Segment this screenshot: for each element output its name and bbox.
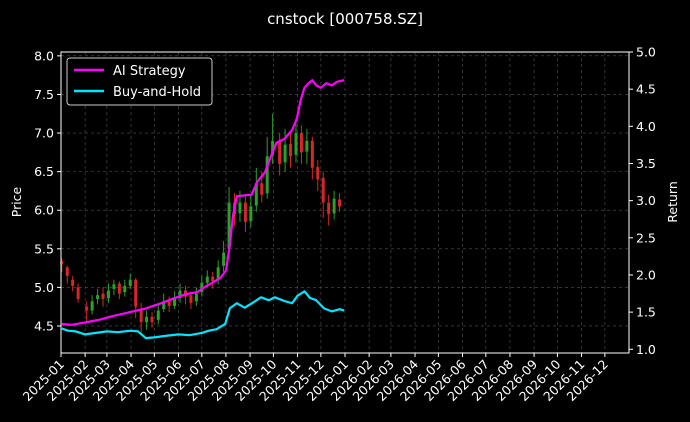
left-axis: 4.5 5.0 5.5 6.0 6.5 7.0 7.5 8.0 — [34, 48, 61, 333]
candle — [90, 295, 94, 315]
y-axis-label-right: Return — [665, 181, 680, 222]
candle — [283, 129, 287, 172]
candle — [310, 136, 314, 180]
candle — [178, 283, 182, 303]
candle — [76, 283, 80, 303]
series-line-ai-strategy — [61, 79, 345, 326]
candle — [222, 241, 226, 272]
y-right-tick-label: 1.0 — [636, 342, 656, 357]
y-right-tick-label: 4.5 — [636, 82, 656, 97]
candle — [243, 196, 247, 232]
candle — [112, 279, 116, 296]
candle — [145, 310, 149, 330]
candle — [211, 271, 215, 289]
candle — [327, 194, 331, 226]
candle — [96, 288, 100, 305]
chart-title: cnstock [000758.SZ] — [267, 10, 423, 28]
candle — [299, 125, 303, 164]
candle — [194, 287, 198, 306]
y-right-tick-label: 3.5 — [636, 156, 656, 171]
y-left-tick-label: 7.5 — [34, 87, 54, 102]
y-right-tick-label: 4.0 — [636, 119, 656, 134]
candle — [249, 194, 253, 228]
candle — [139, 302, 143, 334]
y-right-tick-label: 1.5 — [636, 305, 656, 320]
candle — [101, 287, 105, 307]
candle — [338, 193, 342, 212]
candle — [65, 265, 69, 284]
series-lines — [61, 79, 345, 340]
legend-label-bh: Buy-and-Hold — [113, 85, 201, 100]
candle — [316, 160, 320, 191]
series-line-buy-and-hold — [61, 290, 345, 340]
candle — [254, 167, 258, 212]
legend: AI Strategy Buy-and-Hold — [66, 57, 213, 106]
candle — [123, 279, 127, 297]
candle — [60, 258, 64, 272]
candle — [321, 171, 325, 218]
y-right-tick-label: 2.5 — [636, 230, 656, 245]
candle — [289, 133, 293, 168]
right-axis: 1.0 1.5 2.0 2.5 3.0 3.5 4.0 4.5 5.0 — [629, 45, 656, 357]
y-right-tick-label: 2.0 — [636, 267, 656, 282]
candle — [156, 304, 160, 325]
candle — [200, 275, 204, 297]
y-left-tick-label: 5.5 — [34, 241, 54, 256]
y-left-tick-label: 4.5 — [34, 318, 54, 333]
candle — [71, 275, 75, 292]
candle — [332, 190, 336, 220]
candle — [305, 129, 309, 164]
y-right-tick-label: 3.0 — [636, 193, 656, 208]
y-left-tick-label: 6.0 — [34, 203, 54, 218]
candle — [294, 117, 298, 163]
y-axis-label-left: Price — [9, 186, 24, 217]
y-left-tick-label: 8.0 — [34, 48, 54, 63]
legend-label-ai: AI Strategy — [113, 64, 186, 79]
candle — [117, 281, 121, 299]
candle — [150, 312, 154, 328]
candles — [60, 113, 342, 334]
candle — [128, 273, 132, 289]
candle — [106, 283, 110, 303]
y-right-tick-label: 5.0 — [636, 45, 656, 60]
candle — [271, 113, 275, 164]
candle — [173, 291, 177, 310]
candle — [85, 301, 89, 323]
y-left-tick-label: 7.0 — [34, 126, 54, 141]
y-left-tick-label: 5.0 — [34, 280, 54, 295]
y-left-tick-label: 6.5 — [34, 164, 54, 179]
